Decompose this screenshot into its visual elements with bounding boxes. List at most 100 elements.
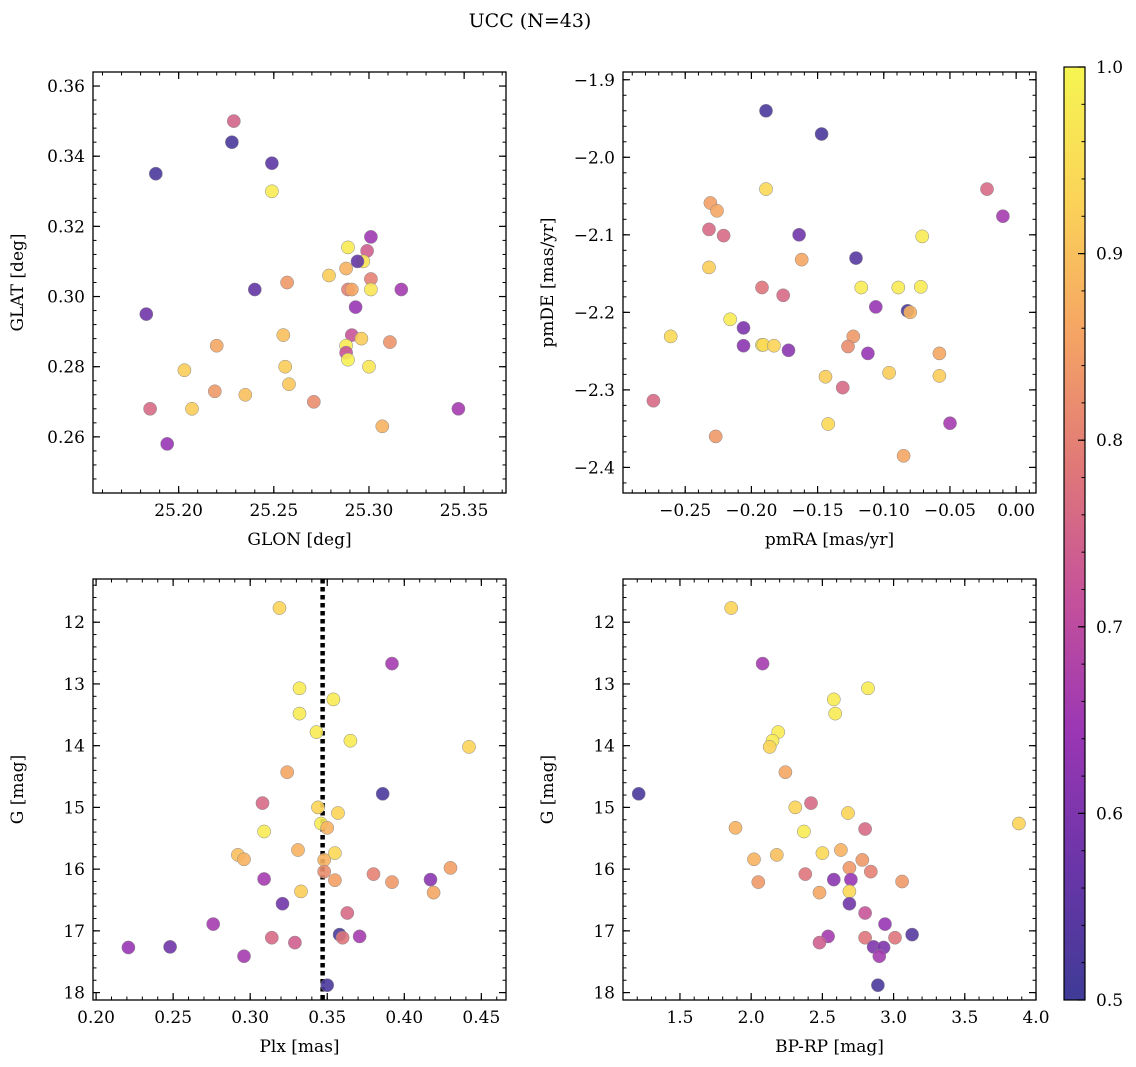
scatter-point	[723, 312, 738, 327]
x-tick-label: 0.40	[385, 1008, 423, 1028]
y-axis-label: G [mag]	[538, 755, 558, 824]
scatter-point	[888, 930, 902, 945]
scatter-point	[317, 853, 332, 867]
y-tick-label: 18	[593, 984, 615, 1004]
x-tick-label: 25.20	[154, 501, 203, 521]
scatter-point	[366, 867, 381, 881]
scatter-point	[394, 282, 409, 297]
colorbar-gradient	[1063, 66, 1086, 1001]
y-tick-label: 16	[63, 860, 85, 880]
x-axis-label: BP-RP [mag]	[775, 1037, 884, 1057]
scatter-point	[139, 307, 154, 321]
scatter-point	[282, 377, 296, 392]
scatter-point	[385, 656, 399, 671]
x-tick-label: 2.5	[809, 1008, 836, 1028]
scatter-point	[163, 940, 177, 954]
scatter-point	[842, 896, 857, 911]
y-tick-label: 0.36	[47, 77, 85, 97]
x-tick-label: 3.0	[880, 1008, 907, 1028]
scatter-point	[854, 280, 869, 295]
scatter-point	[206, 917, 221, 931]
scatter-point	[841, 806, 855, 820]
y-tick-label: 14	[63, 737, 85, 757]
scatter-point	[932, 369, 947, 383]
scatter-point	[828, 706, 843, 721]
y-tick-label: 0.34	[47, 147, 85, 167]
y-tick-label: 15	[593, 798, 615, 818]
scatter-point	[276, 328, 291, 342]
scatter-point	[804, 796, 818, 810]
scatter-point	[326, 692, 341, 707]
scatter-point	[364, 230, 378, 244]
scatter-point	[352, 929, 367, 944]
scatter-point	[280, 275, 294, 290]
scatter-point	[631, 786, 646, 801]
scatter-point	[265, 184, 279, 199]
scatter-point	[798, 867, 813, 881]
scatter-point	[343, 733, 358, 748]
x-tick-label: 0.25	[154, 1008, 192, 1028]
y-tick-label: −2.0	[574, 148, 615, 168]
scatter-point	[710, 203, 724, 218]
x-tick-label: −0.05	[924, 501, 976, 521]
scatter-point	[769, 848, 784, 862]
y-tick-label: 15	[63, 798, 85, 818]
scatter-point	[348, 300, 363, 314]
scatter-point	[311, 800, 325, 815]
scatter-point	[280, 765, 295, 780]
x-tick-label: 0.45	[462, 1008, 500, 1028]
y-tick-label: 0.28	[47, 358, 85, 378]
scatter-point	[292, 706, 307, 721]
scatter-point	[871, 978, 885, 993]
x-tick-label: 25.25	[249, 501, 298, 521]
scatter-points	[631, 601, 1026, 993]
panel-glon-glat: 25.20 25.25 25.30 25.35 0.26 0.28 0.30 0.32 0.34…	[8, 71, 507, 550]
scatter-point	[257, 824, 271, 839]
scatter-point	[842, 884, 857, 899]
colorbar-tick-label: 0.5	[1096, 991, 1123, 1011]
scatter-point	[863, 864, 878, 879]
scatter-point	[797, 824, 811, 839]
axes-frame	[622, 71, 1037, 494]
scatter-point	[341, 352, 355, 367]
scatter-point	[275, 896, 290, 911]
scatter-point	[209, 338, 224, 353]
y-tick-label: 18	[63, 984, 85, 1004]
x-axis-label: Plx [mas]	[259, 1037, 339, 1057]
x-tick-label: 25.35	[440, 501, 489, 521]
scatter-point	[878, 917, 892, 931]
scatter-points	[121, 601, 476, 993]
scatter-point	[915, 229, 930, 244]
scatter-point	[736, 338, 751, 353]
scatter-point	[292, 681, 307, 696]
scatter-point	[328, 846, 342, 860]
scatter-point	[759, 103, 773, 118]
scatter-point	[702, 260, 716, 275]
scatter-point	[185, 401, 199, 416]
scatter-point	[781, 343, 796, 358]
x-axis-label: pmRA [mas/yr]	[765, 530, 894, 550]
x-tick-label: 2.0	[738, 1008, 765, 1028]
scatter-point	[996, 209, 1010, 224]
scatter-point	[238, 387, 253, 402]
y-axis-label: G [mag]	[8, 755, 28, 824]
y-tick-label: −2.3	[574, 381, 615, 401]
scatter-point	[868, 300, 883, 314]
scatter-point	[350, 254, 365, 269]
scatter-point	[375, 419, 390, 434]
x-tick-label: 1.5	[666, 1008, 693, 1028]
scatter-point	[815, 846, 830, 860]
scatter-point	[724, 601, 739, 615]
y-tick-label: 12	[63, 613, 85, 633]
scatter-point	[834, 843, 848, 857]
scatter-point	[383, 335, 397, 349]
scatter-point	[160, 437, 175, 451]
scatter-point	[306, 394, 321, 409]
scatter-point	[755, 280, 769, 295]
scatter-point	[247, 282, 262, 297]
scatter-point	[792, 227, 806, 242]
y-tick-label: 13	[63, 675, 85, 695]
scatter-point	[903, 305, 918, 320]
colorbar-tick-label: 0.9	[1096, 245, 1123, 265]
scatter-point	[861, 346, 875, 361]
